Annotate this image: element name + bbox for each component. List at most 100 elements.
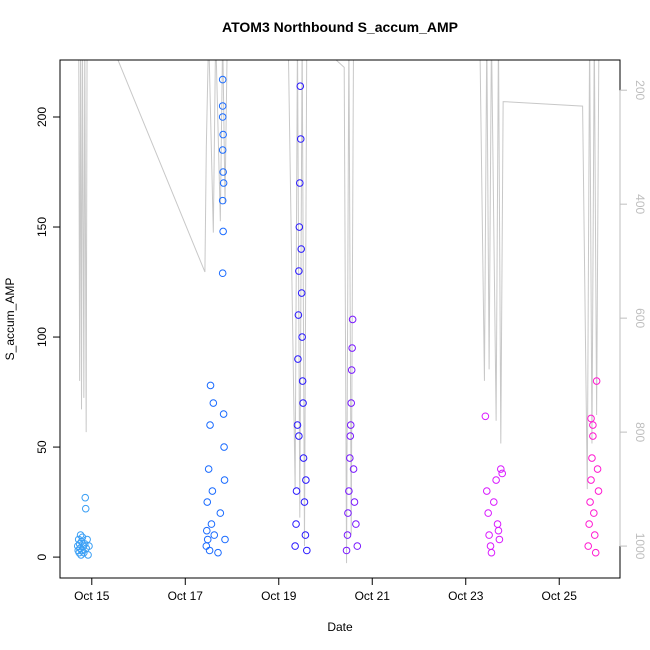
point — [584, 542, 593, 550]
plot-area — [73, 60, 603, 564]
point — [295, 223, 304, 231]
point — [210, 531, 219, 539]
point — [493, 520, 502, 528]
point — [218, 75, 227, 84]
point — [482, 487, 491, 495]
point — [353, 542, 362, 550]
point — [346, 454, 354, 462]
point — [495, 535, 504, 544]
point — [203, 498, 212, 506]
y-tick-label: 50 — [35, 440, 49, 454]
line — [78, 60, 600, 564]
point — [301, 531, 310, 539]
x-tick-label: Oct 23 — [448, 589, 484, 603]
y-axis-label: S_accum_AMP — [3, 278, 17, 361]
point — [303, 546, 311, 555]
point — [294, 355, 302, 363]
x-tick-label: Oct 19 — [261, 589, 297, 603]
y-tick-label: 100 — [35, 327, 49, 347]
point — [293, 421, 302, 429]
point — [352, 520, 360, 528]
point — [80, 548, 88, 557]
point — [219, 168, 227, 176]
point — [85, 542, 93, 550]
point — [291, 542, 299, 550]
point — [348, 315, 357, 324]
y-tick-label: 0 — [35, 553, 49, 560]
point — [302, 476, 310, 484]
point — [204, 465, 213, 473]
point — [299, 454, 308, 462]
point — [487, 548, 496, 557]
point — [294, 311, 303, 319]
point — [81, 493, 90, 502]
point — [492, 476, 500, 484]
point — [593, 465, 602, 473]
point — [219, 227, 227, 236]
y2-tick-label: 400 — [633, 194, 647, 214]
y2-tick-label: 600 — [633, 308, 647, 328]
point — [208, 487, 217, 495]
point — [218, 113, 227, 121]
x-tick-label: Oct 15 — [74, 589, 110, 603]
point — [207, 520, 216, 528]
y-tick-label: 150 — [35, 217, 49, 237]
point — [218, 196, 227, 205]
point — [295, 179, 304, 187]
point — [585, 520, 593, 528]
point — [489, 498, 498, 506]
point — [295, 267, 303, 275]
point — [298, 377, 307, 385]
point — [347, 399, 356, 407]
point — [218, 102, 227, 110]
point — [589, 432, 597, 440]
plot-frame — [59, 59, 621, 579]
point — [220, 476, 229, 484]
point — [486, 542, 495, 550]
y2-tick-label: 1000 — [633, 533, 647, 560]
point — [586, 498, 594, 506]
x-tick-label: Oct 25 — [542, 589, 578, 603]
point — [221, 535, 229, 544]
point — [591, 548, 600, 557]
point — [75, 540, 84, 548]
point — [590, 509, 598, 517]
point — [343, 531, 352, 539]
point — [216, 509, 225, 517]
point — [209, 399, 218, 407]
point — [206, 421, 214, 429]
x-tick-label: Oct 17 — [168, 589, 204, 603]
point — [494, 526, 503, 535]
point — [297, 289, 306, 297]
point — [590, 531, 599, 539]
point — [485, 531, 493, 539]
point — [219, 410, 228, 418]
point — [202, 542, 211, 550]
point — [349, 465, 358, 473]
point — [292, 520, 300, 528]
point — [588, 454, 596, 462]
point — [298, 333, 306, 341]
point — [78, 546, 86, 555]
point — [498, 469, 507, 478]
point — [206, 381, 215, 390]
point — [348, 344, 356, 352]
point — [497, 465, 505, 473]
y2-tick-label: 200 — [633, 80, 647, 100]
point — [481, 412, 490, 421]
point — [346, 432, 355, 440]
point — [84, 551, 92, 559]
point — [296, 82, 305, 90]
point — [350, 498, 359, 506]
point — [300, 498, 309, 506]
point — [80, 540, 89, 548]
point — [292, 487, 301, 495]
point — [218, 146, 227, 154]
y2-tick-label: 800 — [633, 422, 647, 442]
point — [345, 487, 353, 495]
point — [346, 421, 355, 429]
chart-title: ATOM3 Northbound S_accum_AMP — [222, 19, 458, 35]
y-tick-label: 200 — [35, 107, 49, 127]
point — [484, 509, 492, 517]
